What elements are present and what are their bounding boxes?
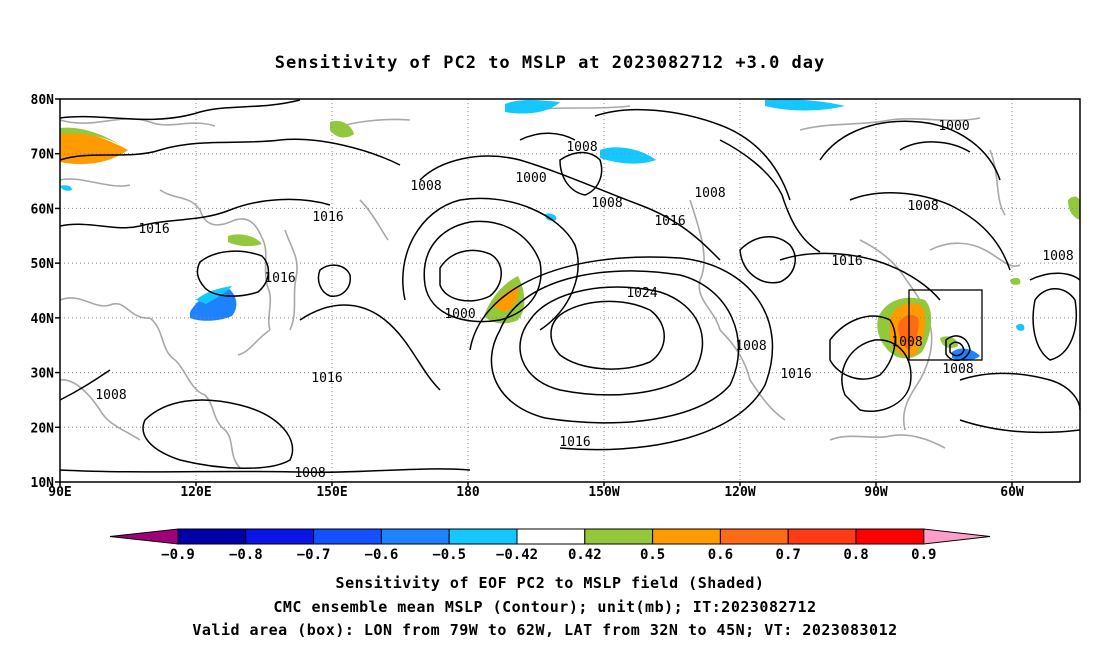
colorbar-label: 0.5	[640, 547, 665, 563]
colorbar-box	[787, 528, 857, 545]
contour-label: 1024	[626, 286, 657, 301]
shade-positive-green-north	[60, 127, 122, 146]
shade-positive-greenland	[1068, 196, 1080, 220]
lat-tick-label: 70N	[31, 148, 55, 163]
contour-label: 1000	[515, 171, 546, 186]
colorbar-label: 0.9	[911, 547, 936, 563]
map-title: Sensitivity of PC2 to MSLP at 2023082712…	[275, 53, 826, 73]
colorbar: −0.9 −0.8 −0.7 −0.6 −0.5 −0.42 0.42 0.5 0.6 0.7 0.…	[109, 528, 991, 563]
shade-negative-atlantic	[952, 348, 980, 361]
contour-label: 1016	[312, 210, 343, 225]
contour-label-extra: 1008	[294, 466, 325, 481]
colorbar-box	[855, 528, 925, 545]
colorbar-label: 0.8	[843, 547, 868, 563]
valid-area-box	[908, 289, 983, 361]
shade-negative-japan-light	[196, 286, 232, 304]
contour-label: 1016	[831, 254, 862, 269]
colorbar-label: −0.6	[365, 547, 399, 563]
contour-label: 1008	[410, 179, 441, 194]
lon-tick-label: 120W	[724, 485, 755, 500]
contour-label: 1008	[1042, 249, 1073, 264]
contour-label: 1008	[891, 335, 922, 350]
lat-tick-label: 60N	[31, 202, 55, 217]
caption-line-2: CMC ensemble mean MSLP (Contour); unit(m…	[273, 598, 816, 616]
contour-label: 1016	[311, 371, 342, 386]
contour-label: 1000	[444, 307, 475, 322]
contour-labels: 1008 1000 1008 1000 1008 1008 1016 1008 …	[95, 119, 1073, 450]
contour-label: 1008	[566, 140, 597, 155]
caption-line-1: Sensitivity of EOF PC2 to MSLP field (Sh…	[336, 574, 765, 592]
shade-positive-atlantic-small	[940, 336, 958, 348]
contour-label: 1008	[95, 388, 126, 403]
shade-negative-arctic-3	[765, 99, 845, 111]
shade-positive-east-coast-red	[898, 314, 919, 350]
shade-positive-tiny-3	[1010, 277, 1021, 285]
colorbar-label: −0.5	[432, 547, 466, 563]
map-border	[59, 98, 1081, 483]
contour-label: 1008	[907, 199, 938, 214]
colorbar-box	[245, 528, 315, 545]
shade-positive-bering	[330, 120, 354, 138]
colorbar-box	[516, 528, 586, 545]
caption-line-3: Valid area (box): LON from 79W to 62W, L…	[192, 621, 897, 639]
colorbar-box	[652, 528, 721, 545]
colorbar-right-arrow	[923, 528, 991, 545]
lat-tick-label: 50N	[31, 257, 55, 272]
colorbar-box	[448, 528, 518, 545]
lon-tick-label: 90W	[864, 485, 888, 500]
lat-tick-label: 30N	[31, 367, 55, 382]
shade-positive-japan	[228, 234, 262, 247]
colorbar-box	[313, 528, 382, 545]
contour-label: 1008	[694, 186, 725, 201]
colorbar-box	[177, 528, 247, 545]
longitude-axis: 90E 120E 150E 180 150W 120W 90W 60W	[48, 482, 1024, 500]
contour-label: 1016	[138, 222, 169, 237]
colorbar-box	[584, 528, 654, 545]
latitude-axis: 80N 70N 60N 50N 40N 30N 20N 10N	[31, 93, 60, 491]
shade-positive-dateline-orange	[492, 286, 519, 312]
contour-label: 1016	[559, 435, 590, 450]
colorbar-box	[719, 528, 789, 545]
contour-label: 1016	[780, 367, 811, 382]
contour-label: 1008	[735, 339, 766, 354]
contour-label: 1008	[942, 362, 973, 377]
lon-tick-label: 90E	[48, 485, 71, 500]
colorbar-label: −0.42	[496, 547, 538, 563]
lon-tick-label: 150W	[588, 485, 619, 500]
contour-label: 1016	[264, 271, 295, 286]
contour-label: 1000	[938, 119, 969, 134]
lon-tick-label: 60W	[1000, 485, 1024, 500]
lat-tick-label: 20N	[31, 421, 55, 436]
lon-tick-label: 180	[456, 485, 480, 500]
shade-negative-tiny-1	[60, 185, 72, 191]
lat-tick-label: 10N	[31, 476, 55, 491]
coastlines	[59, 105, 1021, 469]
colorbar-label: 0.7	[776, 547, 801, 563]
shade-negative-arctic-1	[505, 100, 560, 114]
colorbar-left-arrow	[109, 528, 179, 545]
colorbar-label: 0.42	[568, 547, 602, 563]
lon-tick-label: 150E	[316, 485, 347, 500]
lat-tick-label: 80N	[31, 93, 55, 108]
colorbar-box	[380, 528, 450, 545]
colorbar-label: −0.9	[161, 547, 195, 563]
lon-tick-label: 120E	[180, 485, 211, 500]
contour-label: 1008	[591, 196, 622, 211]
map-panel: 1008 1000 1008 1000 1008 1008 1016 1008 …	[31, 93, 1081, 500]
contour-label: 1016	[654, 214, 685, 229]
colorbar-label: 0.6	[708, 547, 733, 563]
mslp-contours	[59, 99, 1081, 474]
shade-negative-tiny-2	[1016, 323, 1025, 331]
colorbar-label: −0.7	[297, 547, 331, 563]
colorbar-label: −0.8	[229, 547, 263, 563]
shade-negative-arctic-2	[600, 147, 656, 164]
shade-negative-small-1	[545, 213, 557, 221]
lat-tick-label: 40N	[31, 312, 55, 327]
